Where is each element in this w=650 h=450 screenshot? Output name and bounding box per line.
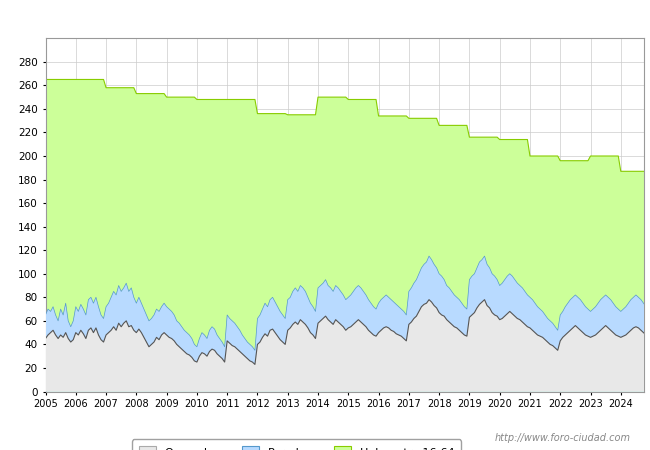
Text: http://www.foro-ciudad.com: http://www.foro-ciudad.com (495, 433, 630, 443)
Text: Trabadelo - Evolucion de la poblacion en edad de Trabajar Septiembre de 2024: Trabadelo - Evolucion de la poblacion en… (62, 10, 588, 23)
Legend: Ocupados, Parados, Hab. entre 16-64: Ocupados, Parados, Hab. entre 16-64 (132, 440, 461, 450)
